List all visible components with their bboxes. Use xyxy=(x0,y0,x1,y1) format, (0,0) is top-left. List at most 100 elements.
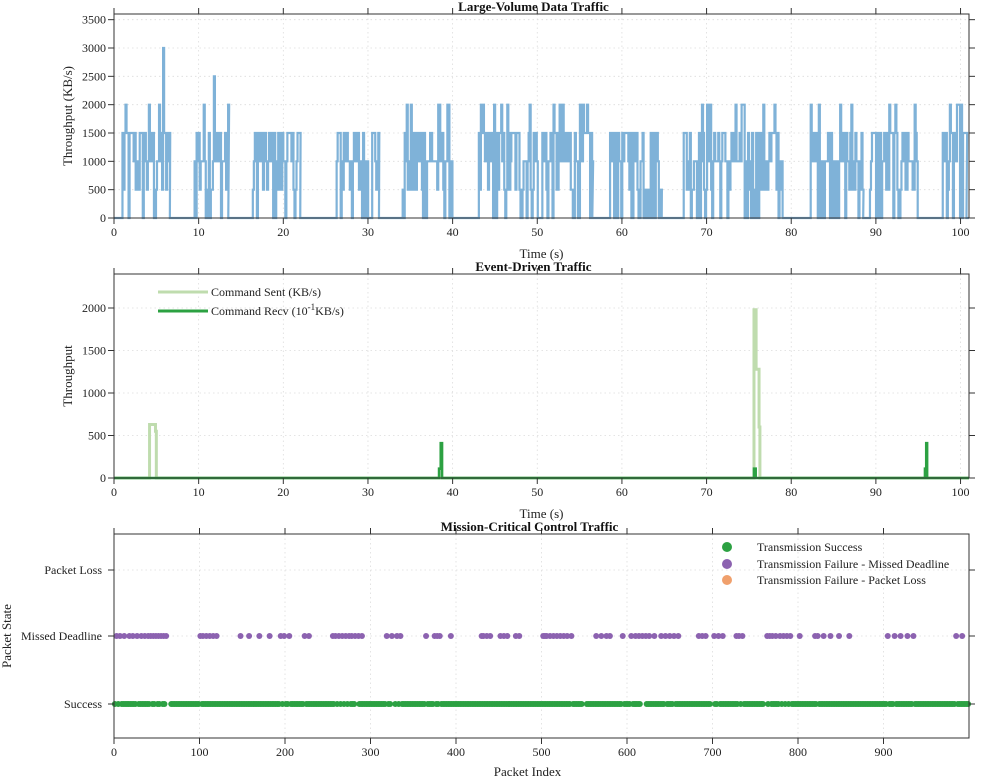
x-tick-label: 10 xyxy=(193,485,205,499)
panel1-axes-frame xyxy=(113,13,970,219)
y-tick-label: 0 xyxy=(100,471,106,485)
legend-marker-packet-loss xyxy=(722,575,732,585)
missed-deadline-point xyxy=(246,633,253,639)
panel3-legend: Transmission Success Transmission Failur… xyxy=(722,540,949,587)
legend-label-transmission-success: Transmission Success xyxy=(757,540,863,554)
y-tick-label: Success xyxy=(64,697,102,711)
missed-deadline-point xyxy=(658,633,665,639)
panel1-plot-area xyxy=(114,46,969,220)
y-tick-label: 3500 xyxy=(82,13,106,27)
missed-deadline-point xyxy=(959,633,966,639)
missed-deadline-point xyxy=(266,633,273,639)
x-tick-label: 800 xyxy=(789,745,807,759)
success-point xyxy=(578,701,585,707)
missed-deadline-point xyxy=(846,633,853,639)
y-tick-label: 1500 xyxy=(82,126,106,140)
missed-deadline-point xyxy=(619,633,626,639)
x-tick-label: 30 xyxy=(362,225,374,239)
missed-deadline-point xyxy=(910,633,917,639)
missed-deadline-point xyxy=(423,633,430,639)
missed-deadline-point xyxy=(121,633,128,639)
missed-deadline-point xyxy=(487,633,494,639)
x-tick-label: 90 xyxy=(870,485,882,499)
panel-mission-critical-control-traffic: 0 100 200 300 400 500 600 700 800 900 Success Misse… xyxy=(0,519,975,779)
missed-deadline-point xyxy=(305,633,312,639)
x-tick-label: 20 xyxy=(277,485,289,499)
missed-deadline-point xyxy=(671,633,678,639)
legend-label-command-recv-unit: KB/s) xyxy=(315,304,344,318)
panel1-ticks: 0 10 20 30 40 50 60 70 80 90 100050010001500200025… xyxy=(82,8,975,239)
missed-deadline-point xyxy=(134,633,141,639)
panel1-y-axis-label: Throughput (KB/s) xyxy=(60,66,75,166)
x-tick-label: 70 xyxy=(701,225,713,239)
panel3-x-axis-label: Packet Index xyxy=(494,764,562,779)
missed-deadline-point xyxy=(675,633,682,639)
missed-deadline-point xyxy=(796,633,803,639)
x-tick-label: 20 xyxy=(277,225,289,239)
x-tick-label: 70 xyxy=(701,485,713,499)
y-tick-label: 1000 xyxy=(82,386,106,400)
panel2-legend: Command Sent (KB/s) Command Recv (10-1KB… xyxy=(158,285,344,318)
x-tick-label: 100 xyxy=(952,485,970,499)
missed-deadline-point xyxy=(286,633,293,639)
panel3-plot-area xyxy=(111,633,972,707)
missed-deadline-point xyxy=(163,633,170,639)
x-tick-label: 400 xyxy=(447,745,465,759)
missed-deadline-point xyxy=(129,633,136,639)
x-tick-label: 80 xyxy=(785,225,797,239)
y-tick-label: Packet Loss xyxy=(44,563,102,577)
success-point xyxy=(706,701,713,707)
legend-label-missed-deadline: Transmission Failure - Missed Deadline xyxy=(757,557,949,571)
x-tick-label: 40 xyxy=(447,485,459,499)
x-tick-label: 600 xyxy=(618,745,636,759)
missed-deadline-point xyxy=(827,633,834,639)
missed-deadline-point xyxy=(739,633,746,639)
panel-large-volume-data-traffic: 0 10 20 30 40 50 60 70 80 90 100050010001500200025… xyxy=(60,0,975,261)
missed-deadline-point xyxy=(436,633,443,639)
missed-deadline-point xyxy=(116,633,123,639)
x-tick-label: 80 xyxy=(785,485,797,499)
missed-deadline-point xyxy=(772,633,779,639)
y-tick-label: Missed Deadline xyxy=(21,629,102,643)
panel3-title: Mission-Critical Control Traffic xyxy=(441,519,619,534)
panel1-title: Large-Volume Data Traffic xyxy=(458,0,609,14)
missed-deadline-point xyxy=(628,633,635,639)
legend-label-command-recv-exponent: -1 xyxy=(308,302,316,312)
missed-deadline-point xyxy=(666,633,673,639)
missed-deadline-point xyxy=(646,633,653,639)
missed-deadline-point xyxy=(715,633,722,639)
missed-deadline-point xyxy=(383,633,390,639)
y-tick-label: 2000 xyxy=(82,98,106,112)
legend-marker-transmission-success xyxy=(722,542,732,552)
success-point xyxy=(161,701,168,707)
panel2-axes-frame xyxy=(113,273,970,479)
missed-deadline-point xyxy=(397,633,404,639)
missed-deadline-point xyxy=(891,633,898,639)
success-point xyxy=(351,701,358,707)
legend-marker-missed-deadline xyxy=(722,559,732,569)
y-tick-label: 0 xyxy=(100,211,106,225)
command-sent-series-line xyxy=(114,308,969,480)
missed-deadline-point xyxy=(662,633,669,639)
panel3-ticks: 0 100 200 300 400 500 600 700 800 900 Success Misse… xyxy=(21,528,975,759)
x-tick-label: 50 xyxy=(531,485,543,499)
missed-deadline-point xyxy=(814,633,821,639)
missed-deadline-point xyxy=(564,633,571,639)
y-tick-label: 2000 xyxy=(82,301,106,315)
x-tick-label: 0 xyxy=(111,485,117,499)
success-point xyxy=(965,701,972,707)
x-tick-label: 700 xyxy=(704,745,722,759)
missed-deadline-point xyxy=(568,633,575,639)
panel1-x-axis-label: Time (s) xyxy=(520,246,564,261)
x-tick-label: 0 xyxy=(111,225,117,239)
y-tick-label: 3000 xyxy=(82,41,106,55)
command-recv-series-line xyxy=(114,441,969,480)
missed-deadline-point xyxy=(606,633,613,639)
missed-deadline-point xyxy=(256,633,263,639)
panel3-y-axis-label: Packet State xyxy=(0,604,14,668)
x-tick-label: 90 xyxy=(870,225,882,239)
success-point xyxy=(636,701,643,707)
missed-deadline-point xyxy=(598,633,605,639)
